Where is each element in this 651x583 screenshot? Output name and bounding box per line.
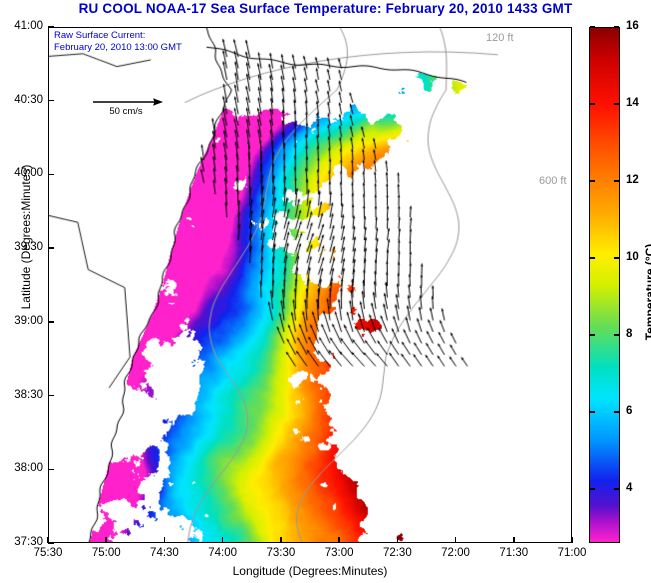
colorbar-gradient bbox=[590, 28, 619, 542]
y-tick-mark bbox=[48, 394, 54, 397]
y-tick-label: 40:30 bbox=[14, 93, 43, 106]
x-tick-label: 72:00 bbox=[441, 547, 470, 559]
page-title: RU COOL NOAA-17 Sea Surface Temperature:… bbox=[78, 1, 573, 16]
y-tick-mark bbox=[48, 99, 54, 102]
colorbar-tick-label: 14 bbox=[626, 97, 639, 109]
y-tick-mark bbox=[48, 173, 54, 176]
y-tick-mark bbox=[48, 542, 54, 544]
colorbar-tick-mark bbox=[590, 103, 595, 105]
y-tick-label: 37:30 bbox=[14, 536, 43, 548]
colorbar-tick-mark bbox=[614, 103, 619, 105]
x-tick-label: 74:00 bbox=[208, 547, 238, 559]
temperature-colorbar bbox=[589, 27, 620, 543]
colorbar-tick-mark bbox=[614, 180, 619, 182]
x-tick-label: 73:00 bbox=[324, 547, 354, 559]
x-tick-mark bbox=[221, 537, 224, 543]
y-tick-label: 38:30 bbox=[14, 388, 43, 401]
y-tick-mark bbox=[48, 321, 54, 323]
x-tick-mark bbox=[163, 537, 166, 543]
colorbar-tick-label: 12 bbox=[626, 174, 639, 187]
x-tick-mark bbox=[105, 537, 107, 543]
x-tick-mark bbox=[454, 537, 457, 543]
colorbar-tick-mark bbox=[590, 411, 595, 413]
x-tick-label: 74:30 bbox=[150, 547, 179, 559]
x-tick-label: 72:30 bbox=[382, 547, 412, 559]
sst-map-plot: Raw Surface Current: February 20, 2010 1… bbox=[48, 27, 572, 543]
x-tick-mark bbox=[338, 537, 340, 543]
colorbar-tick-label: 16 bbox=[626, 20, 639, 32]
y-tick-mark bbox=[48, 468, 54, 471]
colorbar-tick-mark bbox=[614, 257, 619, 259]
colorbar-tick-label: 6 bbox=[626, 405, 633, 418]
colorbar-tick-mark bbox=[590, 26, 595, 28]
colorbar-tick-mark bbox=[590, 180, 595, 182]
colorbar-tick-mark bbox=[614, 26, 619, 28]
colorbar-tick-mark bbox=[614, 334, 619, 336]
x-tick-label: 71:00 bbox=[557, 547, 587, 559]
x-tick-mark bbox=[47, 537, 49, 543]
y-tick-mark bbox=[48, 26, 54, 28]
x-tick-label: 71:30 bbox=[499, 547, 529, 559]
colorbar-tick-mark bbox=[590, 488, 595, 490]
x-tick-mark bbox=[571, 537, 573, 543]
x-tick-mark bbox=[396, 537, 399, 543]
y-tick-label: 39:30 bbox=[14, 241, 43, 254]
colorbar-tick-mark bbox=[614, 488, 619, 490]
colorbar-tick-label: 4 bbox=[626, 482, 633, 495]
x-tick-label: 75:30 bbox=[33, 547, 63, 559]
y-axis-label: Latitude (Degrees:Minutes) bbox=[19, 164, 33, 310]
y-tick-label: 40:00 bbox=[14, 167, 43, 180]
y-tick-label: 39:00 bbox=[14, 314, 43, 327]
y-tick-label: 41:00 bbox=[14, 20, 43, 32]
x-tick-label: 75:00 bbox=[91, 547, 121, 559]
colorbar-tick-mark bbox=[614, 411, 619, 413]
y-tick-label: 38:00 bbox=[14, 462, 43, 475]
colorbar-tick-mark bbox=[590, 257, 595, 259]
colorbar-tick-label: 8 bbox=[626, 328, 633, 341]
sst-map-canvas bbox=[49, 28, 571, 542]
x-tick-label: 73:30 bbox=[266, 547, 296, 559]
y-tick-mark bbox=[48, 247, 54, 249]
colorbar-tick-mark bbox=[590, 334, 595, 336]
x-tick-mark bbox=[280, 537, 282, 543]
x-tick-mark bbox=[513, 537, 515, 543]
x-axis-label: Longitude (Degrees:Minutes) bbox=[232, 564, 388, 578]
colorbar-tick-label: 10 bbox=[626, 251, 639, 264]
colorbar-label: Temperature (°C) bbox=[643, 243, 651, 341]
